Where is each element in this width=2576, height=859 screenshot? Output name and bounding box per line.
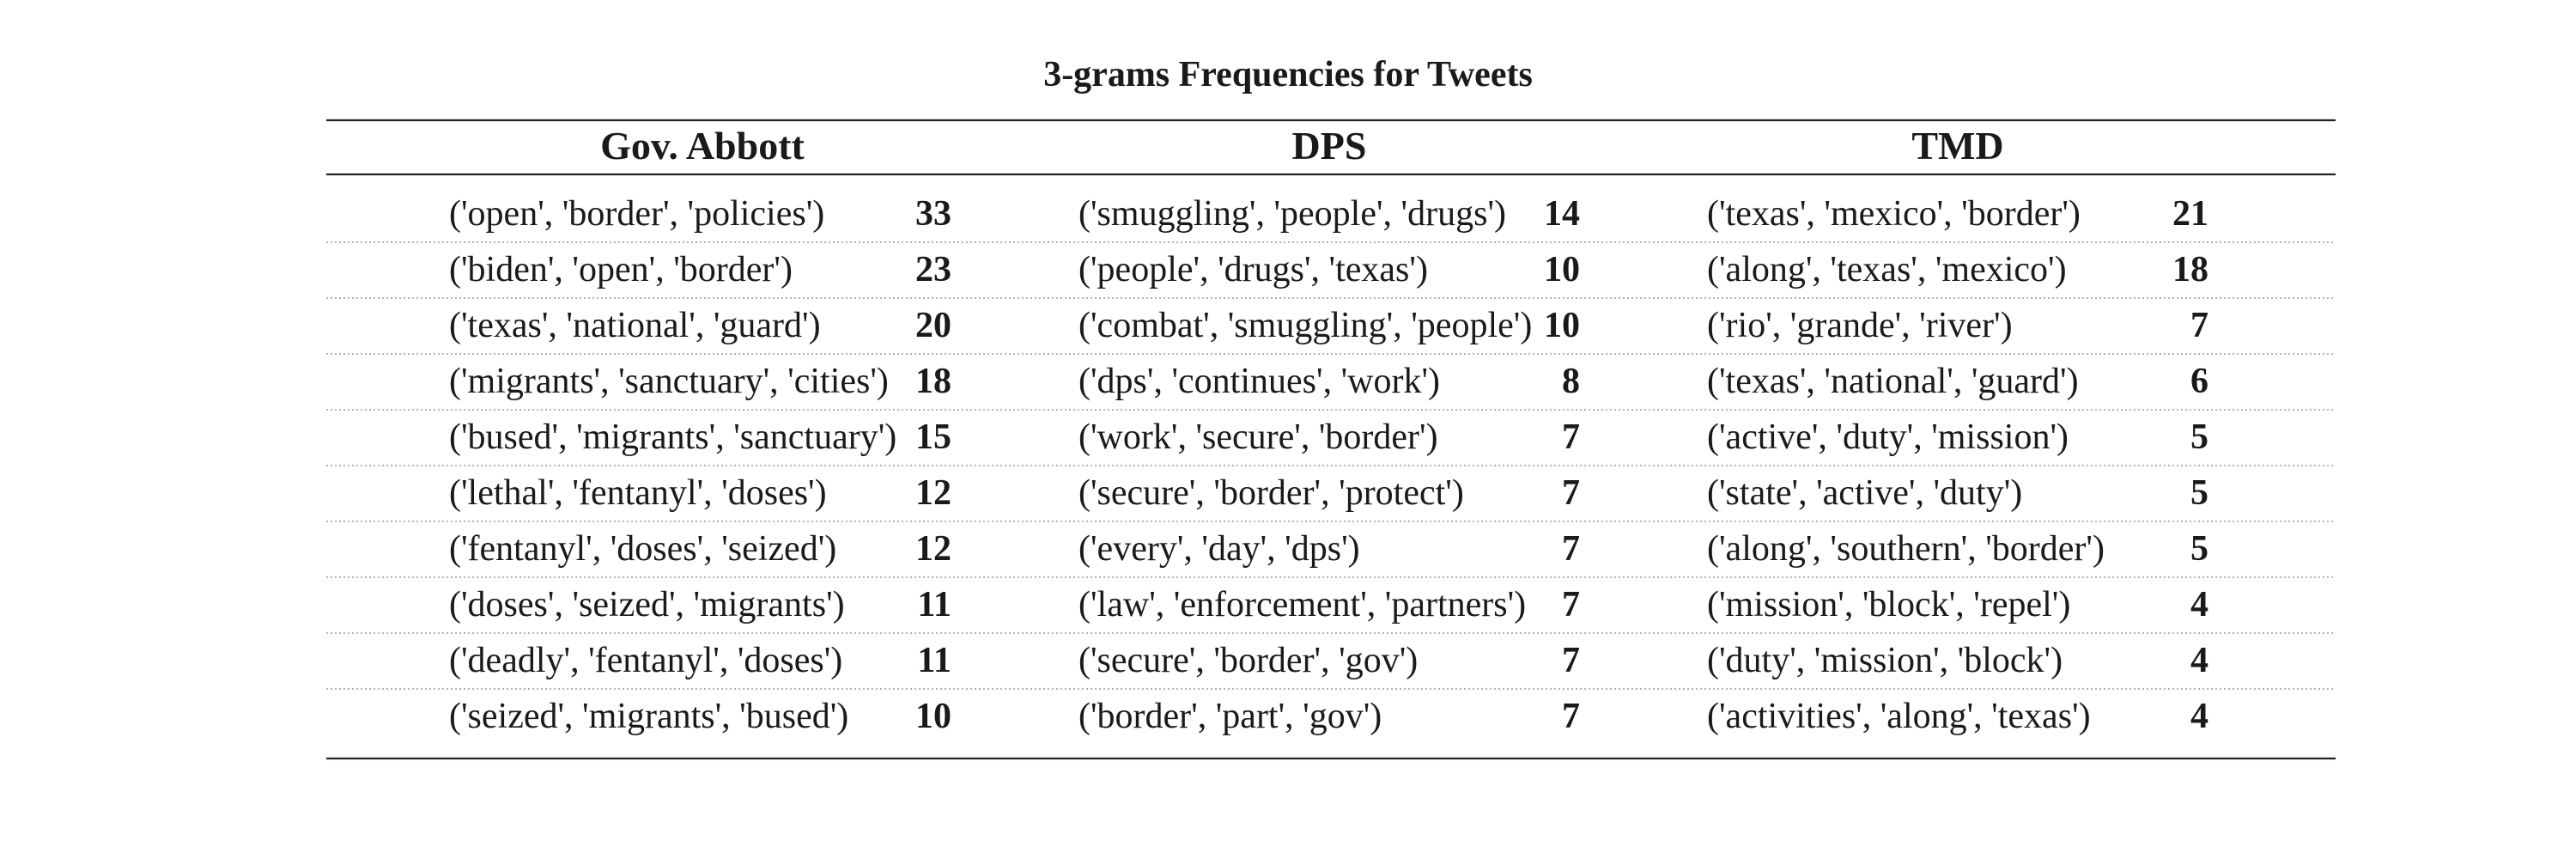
ngram-label: ('texas', 'national', 'guard') (449, 306, 821, 345)
ngram-count: 18 (915, 362, 951, 401)
ngram-count: 11 (917, 585, 951, 624)
ngram-label: ('migrants', 'sanctuary', 'cities') (449, 362, 889, 401)
ngram-count: 14 (1544, 194, 1580, 234)
ngram-count: 7 (1562, 585, 1580, 624)
column-header: TMD (1911, 124, 2003, 168)
ngram-label: ('secure', 'border', 'protect') (1078, 473, 1464, 513)
ngram-count: 7 (1562, 529, 1580, 569)
ngram-label: ('state', 'active', 'duty') (1707, 473, 2022, 513)
ngram-count: 18 (2172, 250, 2208, 289)
ngram-count: 6 (2190, 362, 2208, 401)
ngram-count: 12 (915, 529, 951, 569)
ngram-count: 15 (915, 417, 951, 457)
ngram-count: 7 (1562, 417, 1580, 457)
ngram-label: ('smuggling', 'people', 'drugs') (1078, 194, 1506, 234)
ngram-count: 10 (1544, 250, 1580, 289)
ngram-label: ('fentanyl', 'doses', 'seized') (449, 529, 836, 569)
ngram-count: 4 (2190, 697, 2208, 736)
ngram-label: ('mission', 'block', 'repel') (1707, 585, 2070, 624)
ngram-label: ('law', 'enforcement', 'partners') (1078, 585, 1526, 624)
ngram-label: ('work', 'secure', 'border') (1078, 417, 1438, 457)
ngram-count: 21 (2172, 194, 2208, 234)
ngram-label: ('lethal', 'fentanyl', 'doses') (449, 473, 827, 513)
ngram-label: ('secure', 'border', 'gov') (1078, 641, 1418, 680)
ngram-count: 7 (1562, 473, 1580, 513)
ngram-count: 33 (915, 194, 951, 234)
ngram-count: 4 (2190, 585, 2208, 624)
ngram-label: ('texas', 'mexico', 'border') (1707, 194, 2081, 234)
ngram-label: ('deadly', 'fentanyl', 'doses') (449, 641, 842, 680)
ngram-count: 23 (915, 250, 951, 289)
ngram-label: ('seized', 'migrants', 'bused') (449, 697, 848, 736)
ngram-count: 20 (915, 306, 951, 345)
ngram-label: ('active', 'duty', 'mission') (1707, 417, 2069, 457)
ngram-label: ('bused', 'migrants', 'sanctuary') (449, 417, 896, 457)
ngram-count: 8 (1562, 362, 1580, 401)
ngram-label: ('activities', 'along', 'texas') (1707, 697, 2091, 736)
ngram-label: ('combat', 'smuggling', 'people') (1078, 306, 1532, 345)
table-title: 3-grams Frequencies for Tweets (1043, 55, 1533, 94)
ngram-count: 5 (2190, 417, 2208, 457)
ngram-label: ('people', 'drugs', 'texas') (1078, 250, 1428, 289)
ngram-label: ('dps', 'continues', 'work') (1078, 362, 1440, 401)
ngram-label: ('biden', 'open', 'border') (449, 250, 793, 289)
ngram-count: 4 (2190, 641, 2208, 680)
column-header: DPS (1292, 124, 1367, 168)
ngram-count: 7 (1562, 697, 1580, 736)
ngram-count: 12 (915, 473, 951, 513)
ngram-label: ('along', 'southern', 'border') (1707, 529, 2105, 569)
ngram-count: 7 (2190, 306, 2208, 345)
ngram-count: 11 (917, 641, 951, 680)
ngram-label: ('texas', 'national', 'guard') (1707, 362, 2079, 401)
ngram-count: 10 (1544, 306, 1580, 345)
ngram-label: ('open', 'border', 'policies') (449, 194, 824, 234)
ngram-label: ('border', 'part', 'gov') (1078, 697, 1382, 736)
ngram-label: ('doses', 'seized', 'migrants') (449, 585, 845, 624)
ngram-label: ('duty', 'mission', 'block') (1707, 641, 2063, 680)
column-header: Gov. Abbott (600, 124, 805, 168)
ngram-count: 5 (2190, 473, 2208, 513)
ngram-count: 10 (915, 697, 951, 736)
table-cells: Gov. Abbott ('open', 'border', 'policies'… (449, 124, 2208, 736)
ngram-label: ('every', 'day', 'dps') (1078, 529, 1360, 569)
ngram-label: ('rio', 'grande', 'river') (1707, 306, 2013, 345)
ngram-count: 7 (1562, 641, 1580, 680)
table-rules (326, 119, 2336, 760)
ngram-count: 5 (2190, 529, 2208, 569)
ngram-label: ('along', 'texas', 'mexico') (1707, 250, 2067, 289)
